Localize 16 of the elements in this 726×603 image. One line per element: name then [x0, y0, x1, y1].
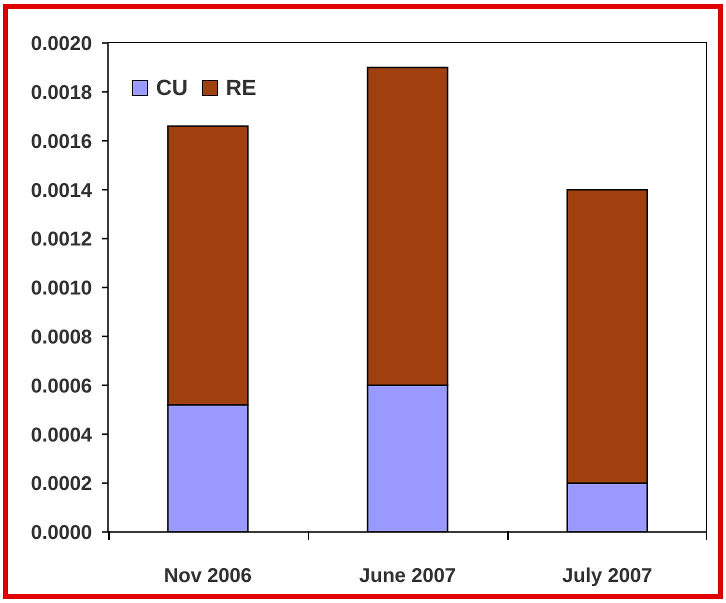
y-tick-label: 0.0014 — [30, 180, 93, 202]
y-tick-label: 0.0008 — [30, 326, 92, 348]
y-tick-label: 0.0006 — [30, 375, 92, 398]
y-tick-label: 0.0018 — [30, 82, 92, 104]
y-tick-label: 0.0004 — [30, 424, 93, 446]
legend-label: RE — [226, 75, 256, 101]
y-tick-label: 0.0000 — [30, 522, 92, 544]
y-tick-label: 0.0020 — [30, 33, 92, 56]
legend-label: CU — [156, 75, 188, 101]
y-tick-label: 0.0010 — [30, 278, 92, 300]
x-tick-label: June 2007 — [359, 565, 456, 588]
x-tick-label: July 2007 — [562, 565, 652, 588]
y-tick-label: 0.0002 — [30, 473, 92, 496]
y-tick-label: 0.0016 — [30, 130, 92, 153]
y-tick-label: 0.0012 — [30, 228, 92, 251]
x-tick-label: Nov 2006 — [164, 565, 252, 588]
